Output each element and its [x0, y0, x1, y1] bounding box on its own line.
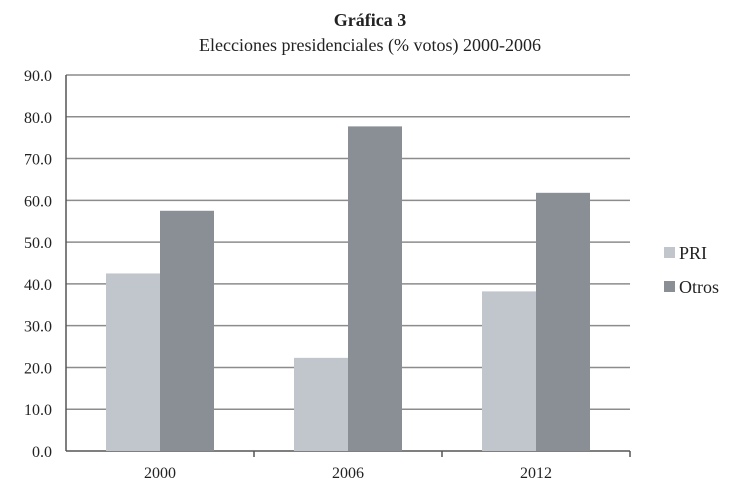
y-tick-label: 70.0: [24, 152, 52, 169]
bar-pri-2000: [106, 273, 160, 451]
legend-label-otros: Otros: [679, 277, 719, 297]
y-tick-label: 90.0: [24, 68, 52, 85]
x-tick-label: 2000: [144, 465, 176, 482]
y-tick-label: 0.0: [32, 444, 52, 461]
x-tick-label: 2006: [332, 465, 364, 482]
y-tick-label: 30.0: [24, 319, 52, 336]
y-tick-label: 40.0: [24, 277, 52, 294]
legend-swatch-pri: [664, 247, 675, 258]
chart-subtitle: Elecciones presidenciales (% votos) 2000…: [199, 35, 541, 55]
legend-label-pri: PRI: [679, 243, 707, 263]
y-tick-label: 50.0: [24, 235, 52, 252]
legend-swatch-otros: [664, 281, 675, 292]
y-tick-label: 10.0: [24, 402, 52, 419]
bar-pri-2012: [482, 291, 536, 451]
y-tick-label: 80.0: [24, 110, 52, 127]
x-tick-label: 2012: [520, 465, 552, 482]
chart-title: Gráfica 3: [333, 10, 407, 30]
bar-otros-2012: [536, 192, 590, 451]
bar-pri-2006: [294, 357, 348, 451]
y-tick-label: 20.0: [24, 360, 52, 377]
bar-otros-2006: [348, 126, 402, 452]
bar-otros-2000: [160, 210, 214, 451]
y-tick-label: 60.0: [24, 193, 52, 210]
